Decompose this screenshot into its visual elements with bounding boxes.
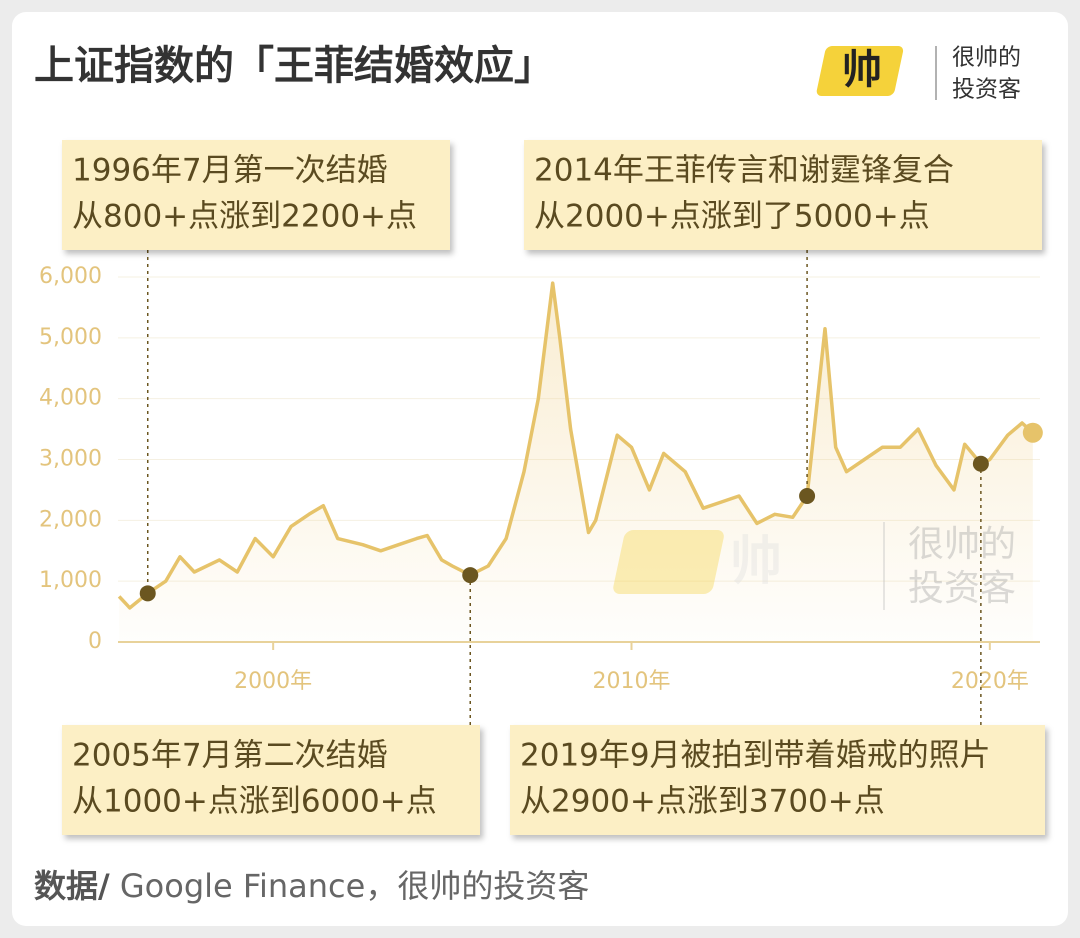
watermark-badge [613, 530, 724, 594]
annotation-box [62, 725, 480, 835]
x-tick-label: 2010年 [592, 669, 670, 694]
source: 数据/ Google Finance，很帅的投资客 [34, 867, 589, 905]
logo-badge [816, 46, 904, 96]
annotation-text: 2019年9月被拍到带着婚戒的照片 [520, 738, 991, 774]
end-point [1022, 422, 1043, 443]
y-tick-label: 1,000 [39, 568, 102, 593]
logo-text: 很帅的 [952, 45, 1021, 71]
logo-text: 投资客 [952, 77, 1021, 103]
watermark-icon: 帅 [730, 532, 782, 592]
watermark-text: 很帅的 [908, 524, 1016, 565]
annotation-text: 2005年7月第二次结婚 [72, 738, 388, 774]
y-tick-label: 2,000 [39, 507, 102, 532]
annotation-text: 从1000+点涨到6000+点 [72, 784, 437, 820]
y-tick-label: 3,000 [39, 447, 102, 472]
annotation-text: 1996年7月第一次结婚 [72, 153, 388, 189]
annotation-text: 从2000+点涨到了5000+点 [534, 199, 930, 235]
annotation-box [62, 140, 450, 250]
watermark: 帅 很帅的 投资客 [613, 522, 1016, 610]
annotation-point [139, 585, 156, 602]
source-label: 数据/ [34, 867, 110, 905]
annotation-box [524, 140, 1042, 250]
annotation-text: 从800+点涨到2200+点 [72, 199, 417, 235]
y-tick-label: 5,000 [39, 325, 102, 350]
y-tick-label: 6,000 [39, 264, 102, 289]
annotation-text: 从2900+点涨到3700+点 [520, 784, 885, 820]
y-tick-label: 0 [88, 629, 102, 654]
logo-icon: 帅 [842, 47, 882, 93]
y-tick-label: 4,000 [39, 386, 102, 411]
x-tick-label: 2020年 [951, 669, 1029, 694]
annotation-box [510, 725, 1045, 835]
watermark-text: 投资客 [908, 568, 1016, 609]
chart-title: 上证指数的「王菲结婚效应」 [34, 43, 554, 89]
source-text: Google Finance，很帅的投资客 [110, 867, 590, 905]
annotation-text: 2014年王菲传言和谢霆锋复合 [534, 153, 954, 189]
plot: 0 1,000 2,000 3,000 4,000 5,000 6,000 2000年 2010… [39, 264, 1043, 694]
annotation-point [799, 488, 816, 504]
annotation-point [462, 567, 479, 584]
logo: 帅 很帅的 投资客 [816, 45, 1021, 103]
annotation-point [972, 455, 989, 472]
line [117, 281, 1034, 610]
x-tick-label: 2000年 [234, 669, 312, 694]
